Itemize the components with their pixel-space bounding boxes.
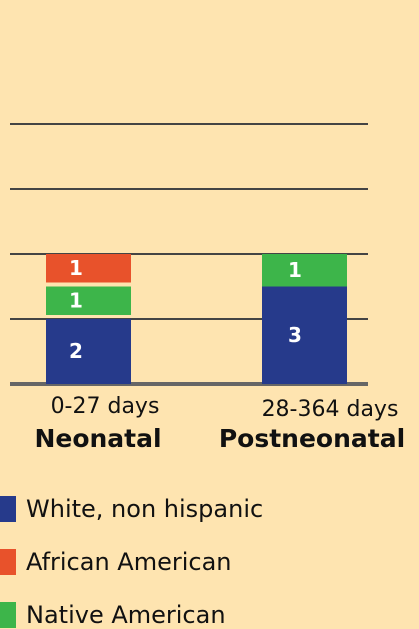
data-label: 2	[69, 339, 83, 363]
bar-segment	[46, 319, 131, 384]
x-group-label: Postneonatal	[219, 424, 405, 453]
legend-swatch	[0, 496, 16, 522]
legend-label: Native American	[26, 601, 226, 629]
legend-swatch	[0, 602, 16, 628]
legend-label: African American	[26, 548, 232, 576]
data-label: 1	[288, 258, 302, 282]
x-tick-label: 28-364 days	[262, 397, 399, 422]
x-tick-label: 0-27 days	[51, 394, 160, 419]
bar-segment	[46, 286, 131, 315]
legend-swatch	[0, 549, 16, 575]
bar-segment	[262, 286, 347, 384]
data-label: 1	[69, 288, 83, 312]
legend-label: White, non hispanic	[26, 495, 263, 523]
bar-segment	[46, 254, 131, 283]
data-label: 3	[288, 323, 302, 347]
data-label: 1	[69, 256, 83, 280]
bar-segment	[262, 254, 347, 287]
x-group-label: Neonatal	[34, 424, 161, 453]
